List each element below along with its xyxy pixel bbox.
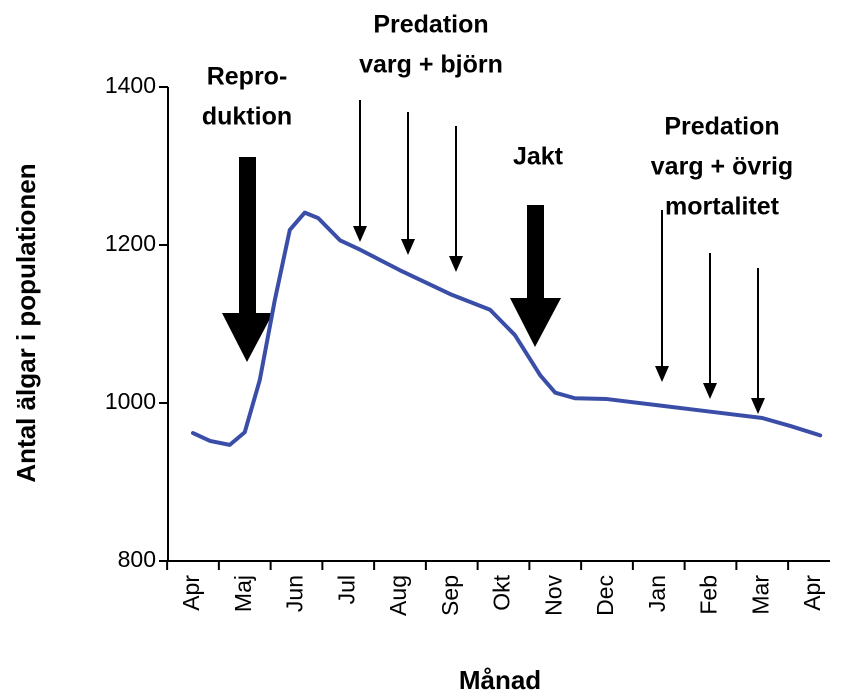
annotation: Predation (373, 11, 488, 39)
y-tick-label: 800 (118, 546, 156, 572)
x-tick-label: Apr (799, 575, 825, 611)
x-tick-label: Sep (437, 575, 463, 616)
x-tick-label: Jul (333, 575, 359, 604)
y-tick-label: 1400 (105, 72, 156, 98)
x-tick-label: Aug (385, 575, 411, 616)
data-line (191, 210, 823, 447)
x-axis-label: Månad (459, 665, 541, 695)
annotation: varg + övrig (651, 153, 793, 181)
annotation: Repro- (207, 63, 288, 91)
x-tick-label: Dec (592, 575, 618, 616)
y-tick-label: 1200 (105, 230, 156, 256)
annotation: mortalitet (665, 193, 780, 221)
annotation: duktion (202, 103, 292, 131)
x-tick-label: Jan (644, 575, 670, 612)
x-tick-label: Nov (540, 575, 566, 616)
annotation: Jakt (513, 143, 564, 171)
x-tick-label: Mar (747, 575, 773, 615)
x-tick-label: Apr (178, 575, 204, 611)
x-tick-label: Jun (282, 575, 308, 612)
y-axis-label: Antal älgar i populationen (11, 163, 41, 482)
annotation: varg + björn (359, 51, 503, 79)
x-tick-label: Feb (696, 575, 722, 615)
x-tick-label: Maj (230, 575, 256, 612)
annotation: Predation (664, 113, 779, 141)
y-tick-label: 1000 (105, 388, 156, 414)
x-tick-label: Okt (489, 574, 515, 610)
annotation-arrows (222, 100, 765, 414)
